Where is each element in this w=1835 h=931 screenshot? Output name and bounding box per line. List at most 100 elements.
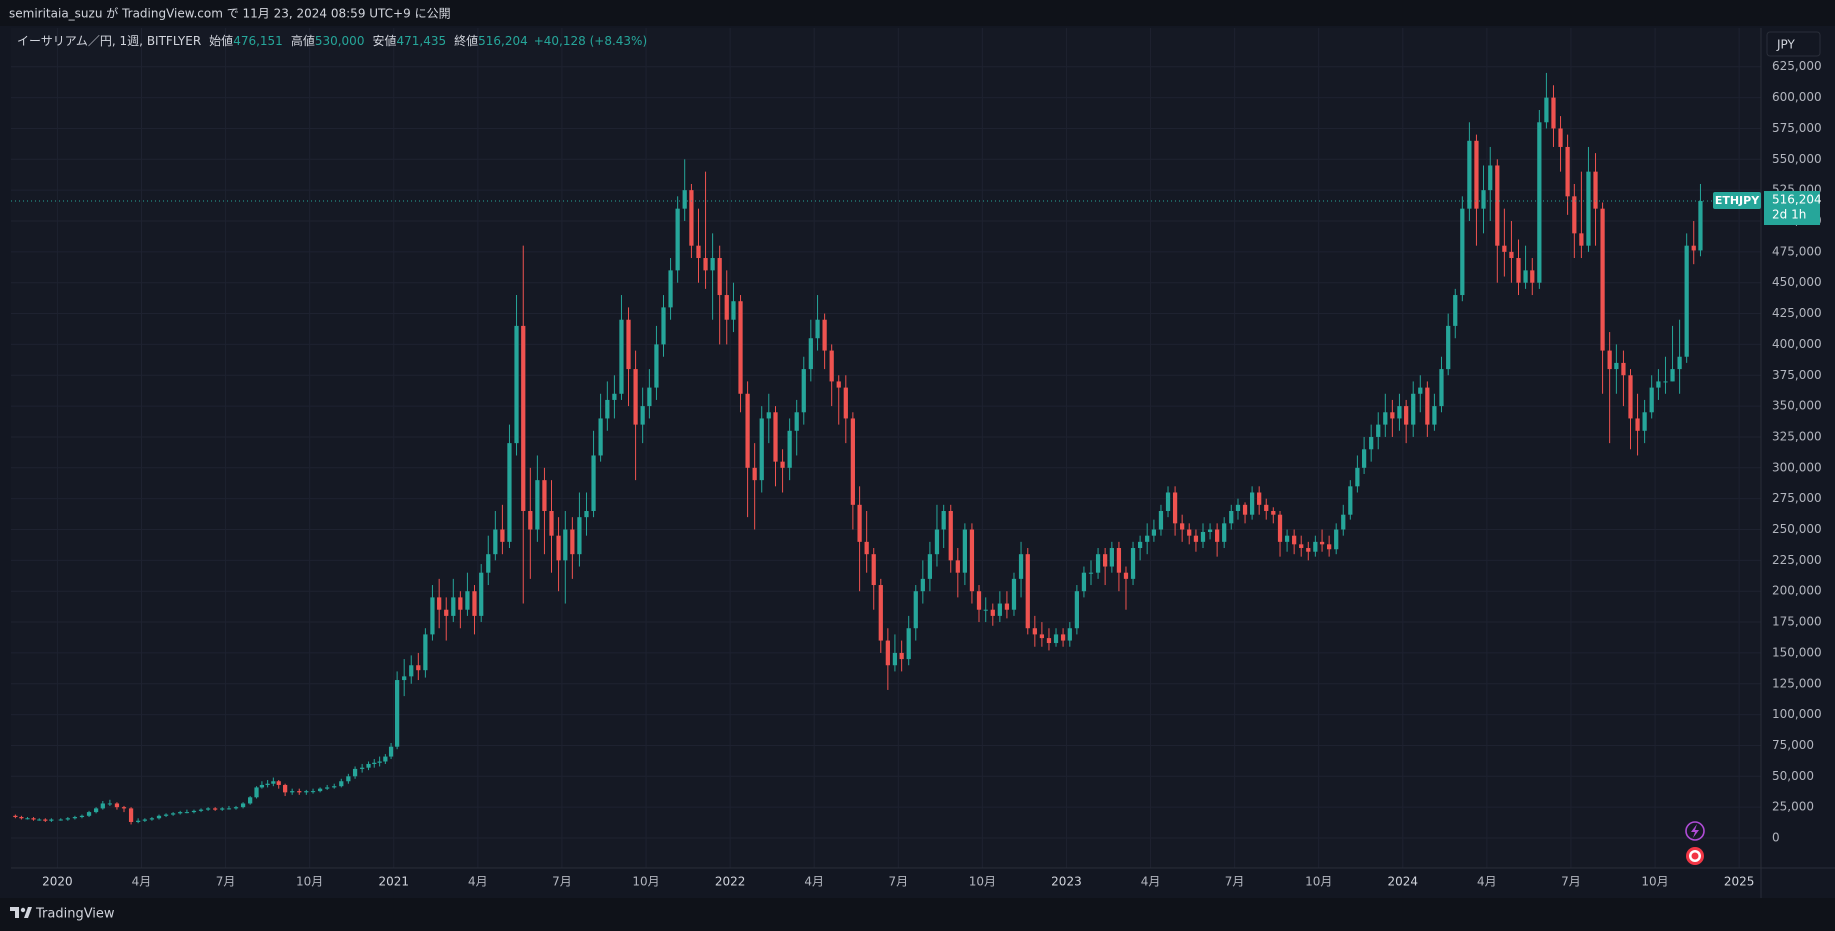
candle-body bbox=[128, 808, 134, 822]
candle-body bbox=[850, 418, 855, 505]
candle-body bbox=[383, 756, 388, 762]
candle-body bbox=[259, 784, 265, 788]
alert-icon[interactable] bbox=[1685, 821, 1705, 841]
candle-body bbox=[1088, 572, 1094, 574]
candle-body bbox=[58, 819, 63, 821]
y-tick-label: 475,000 bbox=[1772, 244, 1822, 258]
candle-body bbox=[773, 412, 778, 462]
candle-body bbox=[1249, 492, 1255, 515]
candle-body bbox=[836, 381, 841, 388]
candle-body bbox=[149, 818, 155, 820]
candle-body bbox=[310, 791, 316, 793]
candle-body bbox=[142, 819, 147, 821]
candle-body bbox=[220, 808, 225, 810]
candle-body bbox=[25, 818, 30, 820]
candle-body bbox=[213, 808, 218, 810]
candle-body bbox=[1607, 350, 1612, 370]
candle-body bbox=[377, 761, 382, 763]
candle-body bbox=[121, 807, 127, 809]
candle-body bbox=[100, 803, 105, 809]
candle-body bbox=[1207, 529, 1213, 532]
candle-body bbox=[1642, 412, 1647, 431]
candle-body bbox=[198, 809, 204, 811]
candle-body bbox=[577, 517, 582, 555]
candle-body bbox=[1628, 375, 1633, 419]
y-tick-label: 575,000 bbox=[1772, 121, 1822, 135]
candle-body bbox=[591, 455, 596, 511]
candle-body bbox=[822, 319, 827, 351]
record-dot[interactable] bbox=[1691, 852, 1699, 860]
candle-body bbox=[1621, 362, 1626, 376]
candle-body bbox=[493, 529, 498, 555]
high-label: 高値 bbox=[291, 33, 315, 48]
y-tick-label: 25,000 bbox=[1772, 800, 1814, 814]
y-tick-label: 325,000 bbox=[1772, 429, 1822, 443]
candle-body bbox=[1361, 449, 1367, 468]
candle-body bbox=[1053, 634, 1059, 644]
currency-button[interactable] bbox=[1766, 31, 1821, 57]
candle-body bbox=[1425, 387, 1430, 425]
y-tick-label: 550,000 bbox=[1772, 152, 1822, 166]
candle-body bbox=[962, 529, 967, 573]
candle-body bbox=[794, 412, 799, 431]
candle-body bbox=[1193, 535, 1199, 542]
candle-body bbox=[1004, 603, 1010, 610]
candle-body bbox=[1635, 418, 1640, 431]
candle-body bbox=[1481, 190, 1486, 209]
candle-body bbox=[1516, 258, 1521, 283]
candle-body bbox=[1235, 504, 1241, 511]
candle-body bbox=[290, 791, 295, 793]
candle-body bbox=[276, 781, 281, 785]
candle-body bbox=[205, 808, 211, 810]
candle-body bbox=[654, 344, 659, 388]
symbol-name: ETHJPY bbox=[1715, 194, 1760, 207]
candle-body bbox=[1544, 97, 1549, 123]
candle-body bbox=[1095, 554, 1101, 573]
candle-body bbox=[1018, 554, 1024, 579]
candle-body bbox=[724, 295, 729, 320]
candle-body bbox=[1565, 146, 1570, 197]
candle-body bbox=[612, 393, 617, 400]
low-label: 安値 bbox=[372, 33, 396, 48]
candle-body bbox=[31, 818, 36, 820]
record-icon[interactable] bbox=[1686, 847, 1704, 865]
y-tick-label: 175,000 bbox=[1772, 615, 1822, 629]
candle-body bbox=[815, 319, 820, 339]
candle-body bbox=[941, 510, 946, 530]
alert-bolt[interactable] bbox=[1691, 824, 1699, 838]
candle-body bbox=[472, 591, 477, 616]
y-tick-label: 0 bbox=[1772, 831, 1780, 845]
candle-body bbox=[178, 812, 183, 814]
candle-body bbox=[1537, 122, 1542, 283]
y-tick-label: 350,000 bbox=[1772, 399, 1822, 413]
candle-body bbox=[1060, 634, 1066, 641]
y-tick-label: 250,000 bbox=[1772, 522, 1822, 536]
candle-body bbox=[271, 781, 276, 784]
currency[interactable]: JPY bbox=[1776, 38, 1796, 52]
alert-ring[interactable] bbox=[1685, 821, 1705, 841]
candle-body bbox=[283, 784, 288, 793]
candle-body bbox=[1656, 381, 1661, 388]
candle-body bbox=[864, 541, 869, 555]
candle-body bbox=[983, 609, 988, 611]
candle-body bbox=[360, 767, 365, 769]
candle-body bbox=[500, 529, 505, 542]
candle-body bbox=[1404, 406, 1409, 425]
candle-body bbox=[1284, 535, 1290, 542]
low-value: 471,435 bbox=[396, 34, 446, 48]
candle-body bbox=[535, 480, 540, 530]
candle-body bbox=[1103, 554, 1108, 567]
candle-body bbox=[640, 406, 645, 425]
candle-body bbox=[661, 307, 666, 345]
candle-body bbox=[1123, 572, 1129, 579]
x-tick-label: 4月 bbox=[468, 875, 488, 889]
logo-part bbox=[20, 907, 26, 913]
symbol-tag bbox=[1713, 192, 1761, 210]
candle-body bbox=[65, 818, 70, 820]
x-tick-label: 2022 bbox=[715, 875, 746, 889]
candle-body bbox=[1579, 233, 1584, 246]
candle-body bbox=[920, 578, 925, 592]
x-tick-label: 2020 bbox=[42, 875, 73, 889]
candle-body bbox=[1327, 544, 1332, 550]
countdown: 2d 1h bbox=[1772, 208, 1806, 222]
